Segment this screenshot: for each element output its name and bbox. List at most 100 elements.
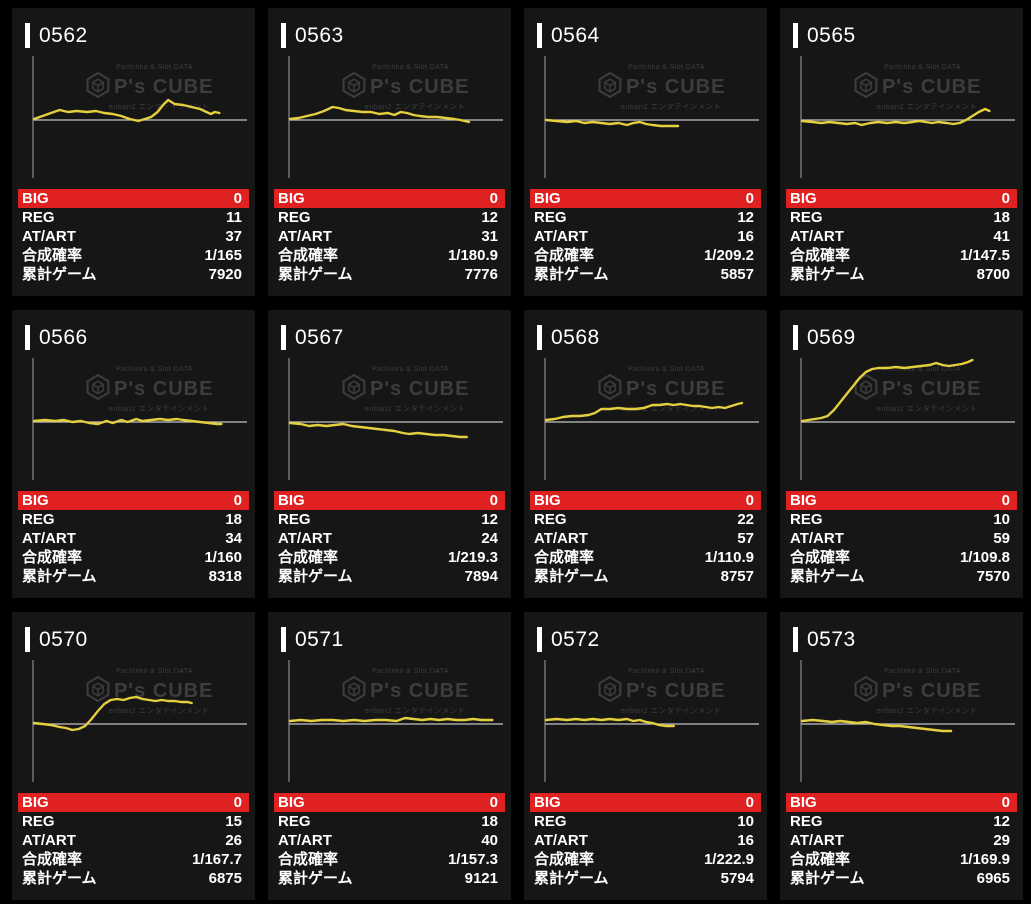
stat-row-big: BIG 0 xyxy=(274,793,505,812)
stat-row-reg: REG 12 xyxy=(530,208,761,227)
stat-row-big: BIG 0 xyxy=(786,491,1017,510)
machine-panel[interactable]: 0563 Pachinko & Slot DATA P's CUBE enban… xyxy=(268,8,511,296)
stat-row-at-art: AT/ART 16 xyxy=(530,831,761,850)
watermark-top-text: Pachinko & Slot DATA xyxy=(627,668,705,675)
title-accent-bar xyxy=(281,626,286,652)
slump-graph: Pachinko & Slot DATA P's CUBE enban2 エンタ… xyxy=(288,56,503,178)
machine-panel[interactable]: 0567 Pachinko & Slot DATA P's CUBE enban… xyxy=(268,310,511,598)
big-label: BIG xyxy=(22,190,49,207)
reg-label: REG xyxy=(790,813,823,830)
stat-row-games: 累計ゲーム 9121 xyxy=(274,869,505,888)
machine-panel[interactable]: 0568 Pachinko & Slot DATA P's CUBE enban… xyxy=(524,310,767,598)
slump-graph: Pachinko & Slot DATA P's CUBE enban2 エンタ… xyxy=(32,358,247,480)
machine-panel[interactable]: 0562 Pachinko & Slot DATA P's CUBE enban… xyxy=(12,8,255,296)
watermark-top-text: Pachinko & Slot DATA xyxy=(115,64,193,71)
stat-row-rate: 合成確率 1/157.3 xyxy=(274,850,505,869)
big-label: BIG xyxy=(534,190,561,207)
games-value: 7894 xyxy=(464,568,498,585)
reg-label: REG xyxy=(534,813,567,830)
reg-label: REG xyxy=(534,209,567,226)
at-art-label: AT/ART xyxy=(22,228,76,245)
reg-value: 12 xyxy=(737,209,754,226)
rate-value: 1/219.3 xyxy=(447,549,498,566)
slump-graph: Pachinko & Slot DATA P's CUBE enban2 エンタ… xyxy=(800,56,1015,178)
title-accent-bar xyxy=(793,626,798,652)
machine-panel[interactable]: 0565 Pachinko & Slot DATA P's CUBE enban… xyxy=(780,8,1023,296)
stat-row-at-art: AT/ART 24 xyxy=(274,529,505,548)
machine-panel[interactable]: 0572 Pachinko & Slot DATA P's CUBE enban… xyxy=(524,612,767,900)
reg-value: 12 xyxy=(993,813,1010,830)
big-value: 0 xyxy=(233,794,242,811)
watermark-bottom-text: enban2 エンタテインメント xyxy=(364,706,466,716)
reg-label: REG xyxy=(22,209,55,226)
stats-table: BIG 0 REG 22 AT/ART 57 合成確率 1/110.9 累計ゲー… xyxy=(530,491,761,586)
games-value: 7776 xyxy=(464,266,498,283)
games-value: 8700 xyxy=(976,266,1010,283)
big-label: BIG xyxy=(278,190,305,207)
at-art-label: AT/ART xyxy=(790,228,844,245)
big-label: BIG xyxy=(790,492,817,509)
slump-line xyxy=(32,695,193,732)
machine-panel[interactable]: 0573 Pachinko & Slot DATA P's CUBE enban… xyxy=(780,612,1023,900)
stat-row-rate: 合成確率 1/167.7 xyxy=(18,850,249,869)
machine-title: 0571 xyxy=(268,612,511,653)
games-label: 累計ゲーム xyxy=(278,266,353,283)
big-label: BIG xyxy=(278,794,305,811)
big-label: BIG xyxy=(790,794,817,811)
machine-panel[interactable]: 0570 Pachinko & Slot DATA P's CUBE enban… xyxy=(12,612,255,900)
games-value: 6875 xyxy=(208,870,242,887)
stat-row-reg: REG 22 xyxy=(530,510,761,529)
machine-title: 0568 xyxy=(524,310,767,351)
games-label: 累計ゲーム xyxy=(790,870,865,887)
stats-table: BIG 0 REG 15 AT/ART 26 合成確率 1/167.7 累計ゲー… xyxy=(18,793,249,888)
at-art-value: 31 xyxy=(481,228,498,245)
ps-cube-watermark: Pachinko & Slot DATA P's CUBE enban2 エンタ… xyxy=(86,366,213,414)
watermark-brand-text: P's CUBE xyxy=(369,680,470,703)
slump-graph: Pachinko & Slot DATA P's CUBE enban2 エンタ… xyxy=(800,358,1015,480)
big-label: BIG xyxy=(534,794,561,811)
at-art-label: AT/ART xyxy=(790,832,844,849)
stat-row-games: 累計ゲーム 8318 xyxy=(18,567,249,586)
at-art-label: AT/ART xyxy=(278,228,332,245)
stat-row-big: BIG 0 xyxy=(530,491,761,510)
machine-title: 0562 xyxy=(12,8,255,49)
slump-chart xyxy=(800,358,1015,480)
watermark-bottom-text: enban2 エンタテインメント xyxy=(108,404,210,414)
stat-row-reg: REG 12 xyxy=(786,812,1017,831)
machine-panel[interactable]: 0569 Pachinko & Slot DATA P's CUBE enban… xyxy=(780,310,1023,598)
rate-value: 1/110.9 xyxy=(704,549,754,566)
reg-value: 15 xyxy=(225,813,242,830)
stat-row-big: BIG 0 xyxy=(18,189,249,208)
reg-value: 12 xyxy=(481,209,498,226)
slump-chart xyxy=(288,660,503,782)
stat-row-big: BIG 0 xyxy=(18,793,249,812)
slump-chart xyxy=(544,660,759,782)
machine-number: 0565 xyxy=(807,23,856,47)
slump-graph: Pachinko & Slot DATA P's CUBE enban2 エンタ… xyxy=(32,56,247,178)
reg-value: 18 xyxy=(481,813,498,830)
rate-value: 1/180.9 xyxy=(447,247,498,264)
rate-label: 合成確率 xyxy=(534,247,595,264)
games-label: 累計ゲーム xyxy=(278,870,353,887)
watermark-bottom-text: enban2 エンタテインメント xyxy=(620,404,722,414)
games-label: 累計ゲーム xyxy=(534,266,609,283)
stat-row-at-art: AT/ART 26 xyxy=(18,831,249,850)
at-art-label: AT/ART xyxy=(534,228,588,245)
stat-row-at-art: AT/ART 57 xyxy=(530,529,761,548)
stat-row-reg: REG 18 xyxy=(786,208,1017,227)
watermark-top-text: Pachinko & Slot DATA xyxy=(883,64,961,71)
machine-title: 0570 xyxy=(12,612,255,653)
big-label: BIG xyxy=(22,492,49,509)
reg-label: REG xyxy=(790,209,823,226)
stat-row-rate: 合成確率 1/147.5 xyxy=(786,246,1017,265)
stat-row-reg: REG 10 xyxy=(786,510,1017,529)
stat-row-reg: REG 18 xyxy=(274,812,505,831)
machine-number: 0572 xyxy=(551,627,600,651)
machine-panel[interactable]: 0571 Pachinko & Slot DATA P's CUBE enban… xyxy=(268,612,511,900)
slump-line xyxy=(544,401,744,422)
machine-panel[interactable]: 0566 Pachinko & Slot DATA P's CUBE enban… xyxy=(12,310,255,598)
machine-panel[interactable]: 0564 Pachinko & Slot DATA P's CUBE enban… xyxy=(524,8,767,296)
watermark-brand-text: P's CUBE xyxy=(625,378,726,401)
reg-value: 11 xyxy=(226,209,242,226)
